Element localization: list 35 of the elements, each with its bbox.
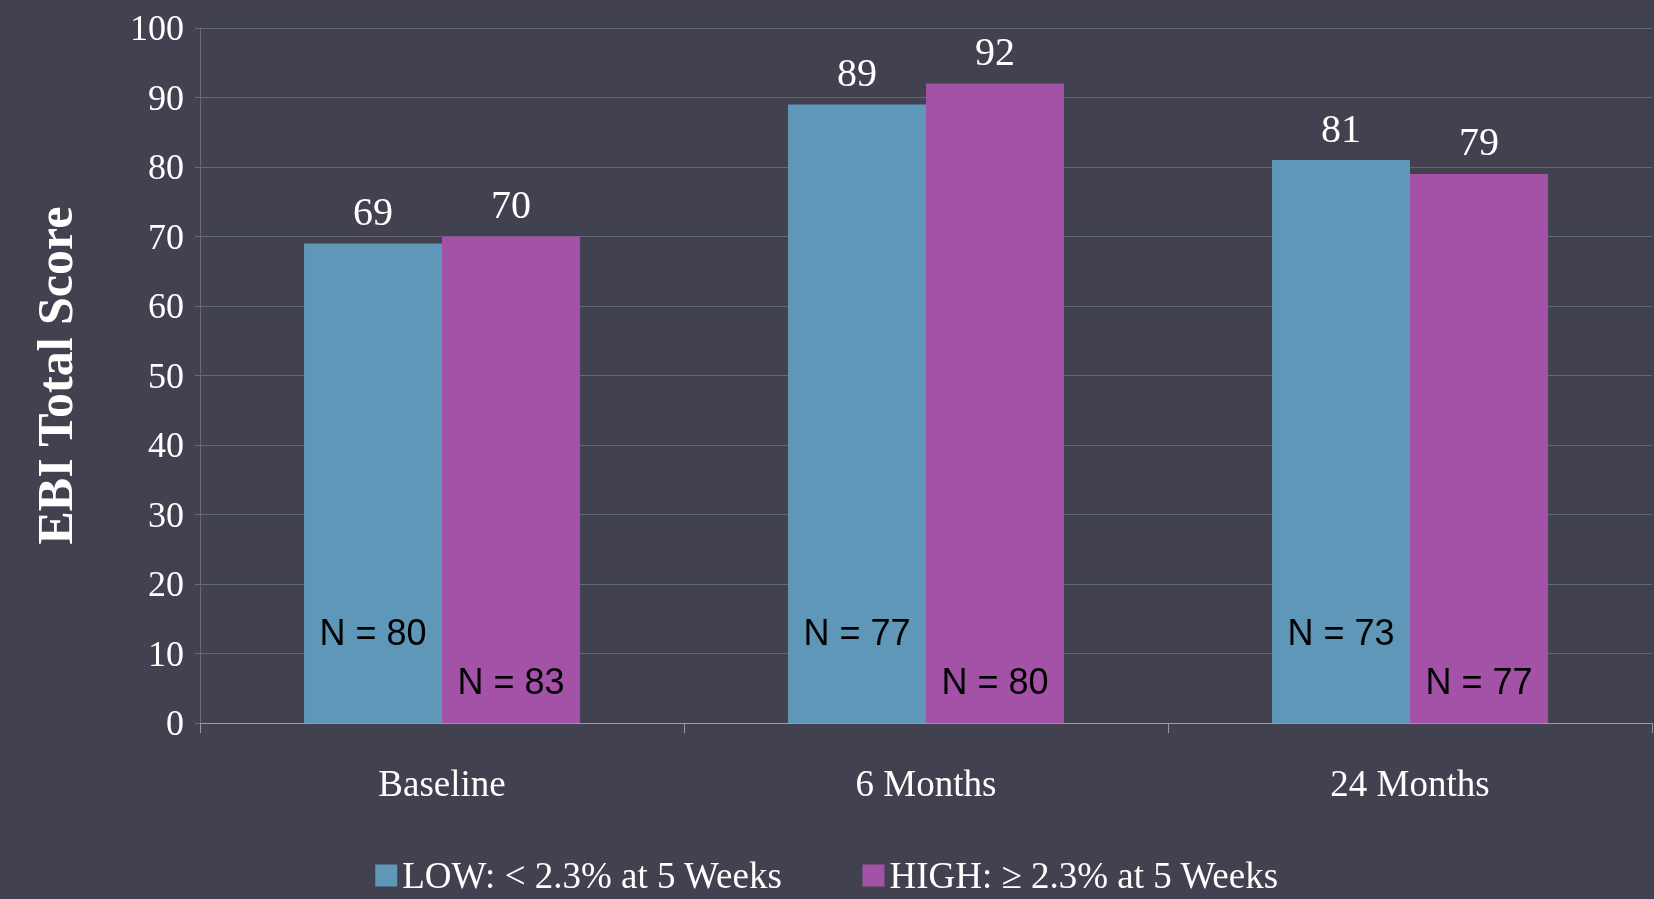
bar: [788, 104, 926, 723]
data-label: 79: [1458, 119, 1499, 165]
bar: [304, 243, 442, 723]
data-label: 81: [1321, 105, 1362, 151]
y-tick-label: 80: [148, 147, 184, 187]
bar: [1410, 173, 1548, 723]
data-label: 70: [490, 182, 531, 227]
x-tick-label: 6 Months: [855, 763, 997, 804]
annotation: N = 83: [457, 660, 565, 702]
y-tick-label: 20: [148, 564, 184, 604]
x-tick-label: 24 Months: [1330, 763, 1490, 804]
legend-label: HIGH: ≥ 2.3% at 5 Weeks: [889, 855, 1279, 896]
y-tick-label: 60: [148, 286, 184, 326]
annotation: N = 80: [941, 660, 1049, 702]
y-tick-label: 100: [130, 8, 184, 48]
y-tick-label: 40: [148, 425, 184, 465]
y-tick-label: 70: [148, 216, 184, 257]
data-label: 92: [974, 29, 1015, 75]
y-tick-label: 30: [148, 494, 184, 535]
y-axis-title: EBI Total Score: [27, 206, 83, 545]
y-tick-label: 10: [148, 633, 184, 674]
bar: [1272, 160, 1410, 723]
annotation: N = 80: [319, 612, 427, 654]
y-tick-label: 90: [148, 77, 184, 118]
x-tick-label: Baseline: [378, 763, 506, 804]
data-label: 89: [837, 49, 878, 95]
y-tick-label: 50: [148, 355, 184, 396]
annotation: N = 77: [803, 612, 911, 654]
bar: [926, 83, 1064, 723]
data-label: 69: [353, 188, 394, 234]
legend-label: LOW: < 2.3% at 5 Weeks: [402, 855, 782, 896]
annotation: N = 77: [1425, 660, 1533, 702]
annotation: N = 73: [1287, 612, 1395, 654]
y-tick-label: 0: [166, 703, 184, 743]
bar: [442, 236, 580, 723]
